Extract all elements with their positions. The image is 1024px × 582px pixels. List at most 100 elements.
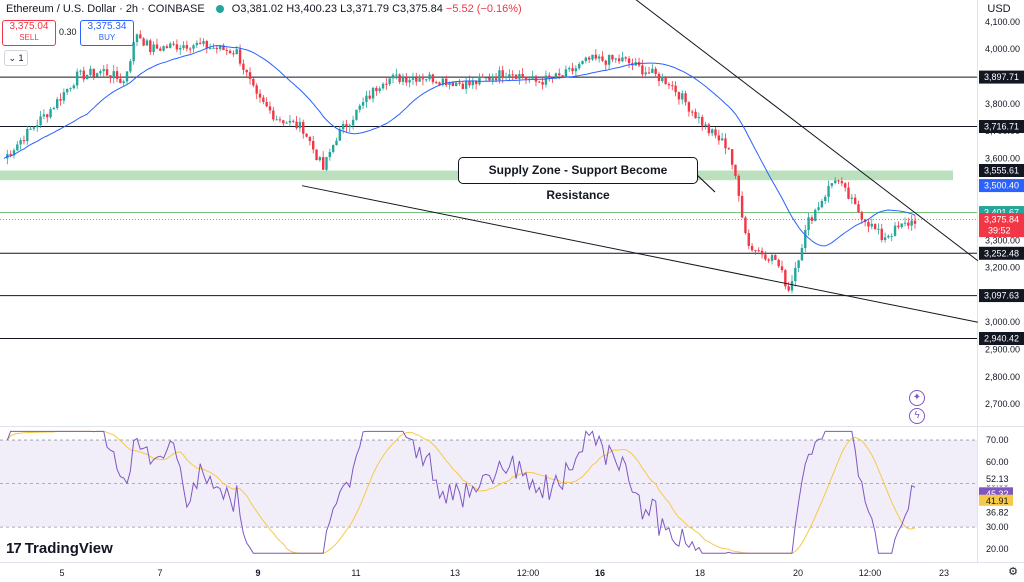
candle-body — [824, 196, 827, 202]
price-tag-level: 2,940.42 — [979, 332, 1024, 346]
candle-body — [288, 120, 292, 123]
candle-body — [701, 117, 704, 126]
candle-body — [155, 44, 159, 49]
candle-body — [857, 204, 860, 213]
price-tag-level: 3,097.63 — [979, 289, 1024, 303]
candle-body — [697, 117, 701, 119]
candle-body — [16, 144, 19, 151]
candle-body — [388, 78, 391, 85]
interval-toggle[interactable]: ⌄ 1 — [4, 50, 28, 66]
candle-body — [481, 76, 484, 78]
candle-body — [308, 136, 312, 142]
candle-body — [102, 69, 105, 72]
candle-body — [298, 121, 302, 129]
candle-body — [435, 82, 438, 84]
candle-body — [278, 119, 282, 121]
candle-body — [361, 102, 365, 106]
trendline[interactable] — [301, 185, 979, 323]
ohlc-change: −5.52 (−0.16%) — [445, 3, 522, 15]
candle-body — [484, 77, 488, 79]
candle-body — [617, 58, 621, 62]
buy-button[interactable]: 3,375.34 BUY — [80, 20, 134, 46]
candle-body — [105, 69, 109, 76]
candle-body — [318, 157, 322, 161]
candle-body — [355, 109, 358, 120]
candle-body — [255, 85, 258, 94]
candle-body — [109, 75, 112, 79]
candle-body — [421, 78, 425, 80]
candle-body — [834, 180, 837, 184]
candle-body — [375, 87, 378, 92]
candle-body — [897, 225, 900, 228]
candle-body — [890, 235, 893, 237]
buy-price: 3,375.34 — [87, 21, 127, 32]
candle-body — [248, 72, 252, 79]
candle-body — [564, 69, 568, 77]
rsi-tick-label: 60.00 — [986, 457, 1009, 467]
candle-body — [431, 74, 435, 83]
candle-body — [568, 68, 571, 70]
candle-body — [734, 164, 737, 176]
candle-body — [740, 195, 744, 218]
candle-body — [641, 65, 644, 75]
sell-button[interactable]: 3,375.04 SELL — [2, 20, 56, 46]
candle-body — [548, 75, 551, 78]
time-axis[interactable]: 5 7 9 11 13 12:00 16 18 20 12:00 23 — [59, 568, 949, 578]
candle-body — [268, 106, 272, 111]
candle-body — [398, 74, 401, 82]
candle-body — [305, 133, 308, 137]
candle-body — [488, 77, 491, 81]
candle-body — [797, 260, 800, 268]
candle-body — [59, 99, 62, 101]
candle-body — [185, 45, 189, 49]
candle-body — [730, 149, 734, 165]
lightning-icon[interactable]: ϟ — [909, 408, 925, 424]
candle-body — [202, 41, 205, 44]
candle-body — [574, 68, 578, 72]
candle-body — [125, 71, 129, 82]
candle-body — [19, 140, 22, 145]
candle-body — [601, 56, 604, 61]
time-tick-label: 20 — [793, 568, 803, 578]
currency-selector[interactable]: USD — [987, 3, 1011, 15]
candle-body — [883, 237, 887, 241]
candle-body — [285, 122, 288, 124]
trendline[interactable] — [604, 0, 979, 262]
candle-body — [42, 114, 46, 117]
supply-zone-annotation[interactable]: Supply Zone - Support Become Resistance — [458, 157, 698, 202]
candle-body — [877, 228, 880, 230]
candle-body — [873, 223, 877, 230]
candle-body — [145, 40, 149, 46]
candle-body — [95, 73, 99, 77]
candle-body — [391, 74, 395, 79]
tradingview-logo: 17 TradingView — [6, 540, 113, 557]
annotation-pointer — [695, 173, 716, 193]
candle-body — [784, 270, 787, 287]
candle-body — [817, 207, 820, 210]
sell-price: 3,375.04 — [9, 21, 49, 32]
symbol-title[interactable]: Ethereum / U.S. Dollar · 2h · COINBASE — [6, 3, 205, 15]
price-tag-bg — [979, 164, 1024, 178]
candle-body — [411, 77, 415, 80]
candle-body — [571, 68, 574, 72]
candle-body — [538, 81, 541, 83]
candle-body — [252, 78, 255, 86]
price-tick-label: 2,800.00 — [985, 372, 1020, 382]
candle-body — [12, 150, 16, 156]
candle-body — [461, 83, 465, 89]
candle-body — [132, 42, 135, 62]
rsi-tick-label: 20.00 — [986, 544, 1009, 554]
candle-body — [837, 180, 840, 182]
candle-body — [242, 63, 245, 70]
candle-body — [55, 99, 59, 109]
candle-body — [604, 60, 607, 65]
gear-icon[interactable]: ⚙ — [1008, 566, 1018, 578]
plus-circle-icon[interactable]: ✦ — [909, 390, 925, 406]
price-tag-text: 2,940.42 — [984, 334, 1019, 344]
time-tick-label: 9 — [255, 568, 260, 578]
candle-body — [225, 50, 228, 52]
candle-body — [408, 79, 411, 83]
candle-body — [654, 68, 657, 74]
price-tag-text: 3,555.61 — [984, 166, 1019, 176]
